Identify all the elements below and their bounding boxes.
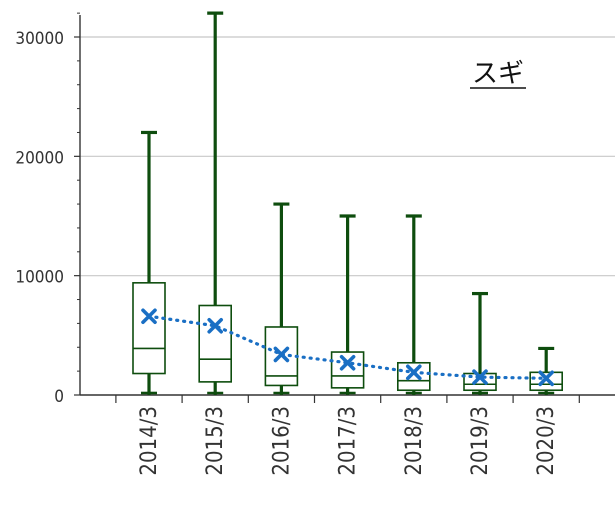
mean-marker	[207, 317, 223, 334]
x-category-label: 2016/3	[269, 406, 294, 476]
box-series	[132, 11, 564, 395]
box-whisker	[264, 202, 299, 395]
mean-series	[141, 308, 555, 387]
x-category-label: 2014/3	[137, 406, 162, 476]
box-iqr	[529, 371, 564, 392]
mean-marker	[472, 369, 488, 385]
mean-marker	[538, 370, 555, 387]
box-iqr	[198, 304, 232, 383]
y-tick-label: 30000	[15, 29, 64, 49]
mean-marker-stroke	[405, 364, 422, 381]
box-iqr	[396, 361, 431, 392]
x-category-label: 2019/3	[468, 406, 493, 476]
y-tick-label: 20000	[15, 148, 64, 168]
chart-title: スギ	[472, 59, 524, 89]
mean-marker-stroke	[472, 369, 488, 385]
box-whisker	[198, 11, 232, 395]
x-category-label: 2018/3	[402, 406, 427, 476]
y-tick-label: 10000	[15, 268, 64, 288]
mean-marker-stroke	[538, 370, 555, 387]
box-iqr	[132, 282, 166, 375]
box-whisker	[132, 130, 166, 395]
x-category-label: 2015/3	[203, 406, 228, 476]
box-whisker	[396, 214, 431, 395]
x-category-label: 2020/3	[534, 406, 559, 476]
x-category-label: 2017/3	[336, 406, 361, 476]
mean-marker	[273, 346, 290, 363]
axes: 0 10000 20000 30000 2014/3 2015/3 2016/3 2017/3…	[15, 12, 615, 476]
mean-marker-stroke	[207, 317, 223, 334]
mean-marker-stroke	[273, 346, 290, 363]
mean-marker	[405, 364, 422, 381]
box-whisker	[529, 346, 564, 395]
box-iqr	[330, 351, 365, 389]
y-tick-label: 0	[54, 387, 64, 407]
mean-marker	[141, 308, 157, 325]
box-whisker	[330, 214, 365, 395]
mean-marker-stroke	[339, 354, 356, 371]
mean-marker	[339, 354, 356, 371]
box-whisker	[463, 291, 497, 395]
mean-marker-stroke	[141, 308, 157, 325]
